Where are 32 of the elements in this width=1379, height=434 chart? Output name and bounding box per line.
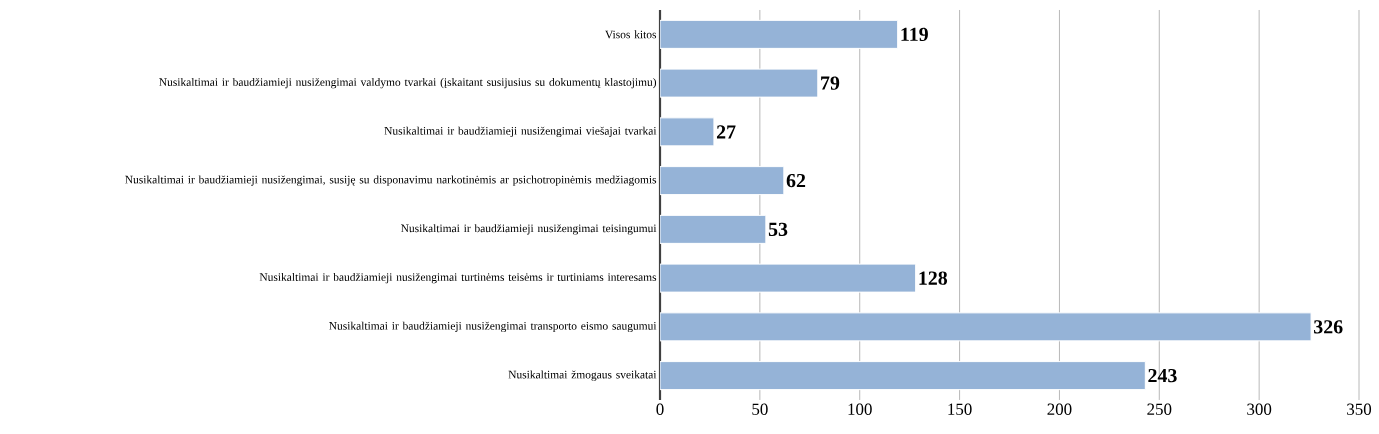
y-tick-label: Nusikaltimai žmogaus sveikatai: [508, 370, 657, 381]
data-label: 119: [901, 27, 928, 42]
bar: [660, 214, 767, 244]
y-tick-label: Nusikaltimai ir baudžiamieji nusižengimai, susiję su disponavimu narkotinėmis ar psichotropinėmis medžiagomis: [125, 175, 657, 186]
y-tick-label: Nusikaltimai ir baudžiamieji nusižengimai valdymo tvarkai (įskaitant susijusius su dokumentų klastojimu): [159, 77, 657, 89]
x-tick-label: 300: [1247, 403, 1272, 415]
data-label: 128: [919, 271, 948, 285]
y-tick-label: Visos kitos: [605, 30, 657, 39]
bar: [660, 263, 917, 293]
x-tick-label: 0: [656, 403, 664, 415]
y-tick-label: Nusikaltimai ir baudžiamieji nusižengimai transporto eismo saugumui: [329, 321, 657, 333]
x-tick-label: 350: [1347, 403, 1372, 415]
bar: [660, 166, 785, 196]
y-tick-label: Nusikaltimai ir baudžiamieji nusižengimai turtinėms teisėms ir turtiniams interesams: [259, 272, 657, 284]
bar: [660, 68, 819, 98]
data-label: 243: [1148, 368, 1177, 383]
y-tick-label: Nusikaltimai ir baudžiamieji nusižengimai teisingumui: [400, 224, 657, 235]
bar: [660, 117, 715, 147]
x-tick-label: 200: [1047, 403, 1072, 415]
x-tick-label: 150: [948, 403, 972, 415]
bar: [660, 312, 1312, 342]
x-tick-label: 50: [752, 403, 768, 415]
x-tick-label: 250: [1147, 403, 1172, 415]
data-label: 27: [716, 125, 736, 139]
data-label: 53: [768, 222, 788, 237]
bar: [660, 361, 1146, 391]
data-label: 79: [821, 76, 840, 90]
data-label: 62: [786, 173, 806, 188]
x-tick-label: 100: [848, 403, 872, 415]
bar: [660, 19, 899, 49]
data-label: 326: [1314, 320, 1343, 334]
y-tick-label: Nusikaltimai ir baudžiamieji nusižengimai viešajai tvarkai: [384, 126, 657, 138]
